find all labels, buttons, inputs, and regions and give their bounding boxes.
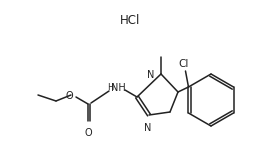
Text: N: N [144, 123, 152, 133]
Text: O: O [84, 128, 92, 138]
Text: H: H [108, 83, 114, 93]
Text: HCl: HCl [120, 14, 140, 27]
Text: Cl: Cl [178, 59, 189, 69]
Text: NH: NH [111, 83, 125, 93]
Text: O: O [65, 91, 73, 101]
Text: N: N [147, 70, 154, 80]
